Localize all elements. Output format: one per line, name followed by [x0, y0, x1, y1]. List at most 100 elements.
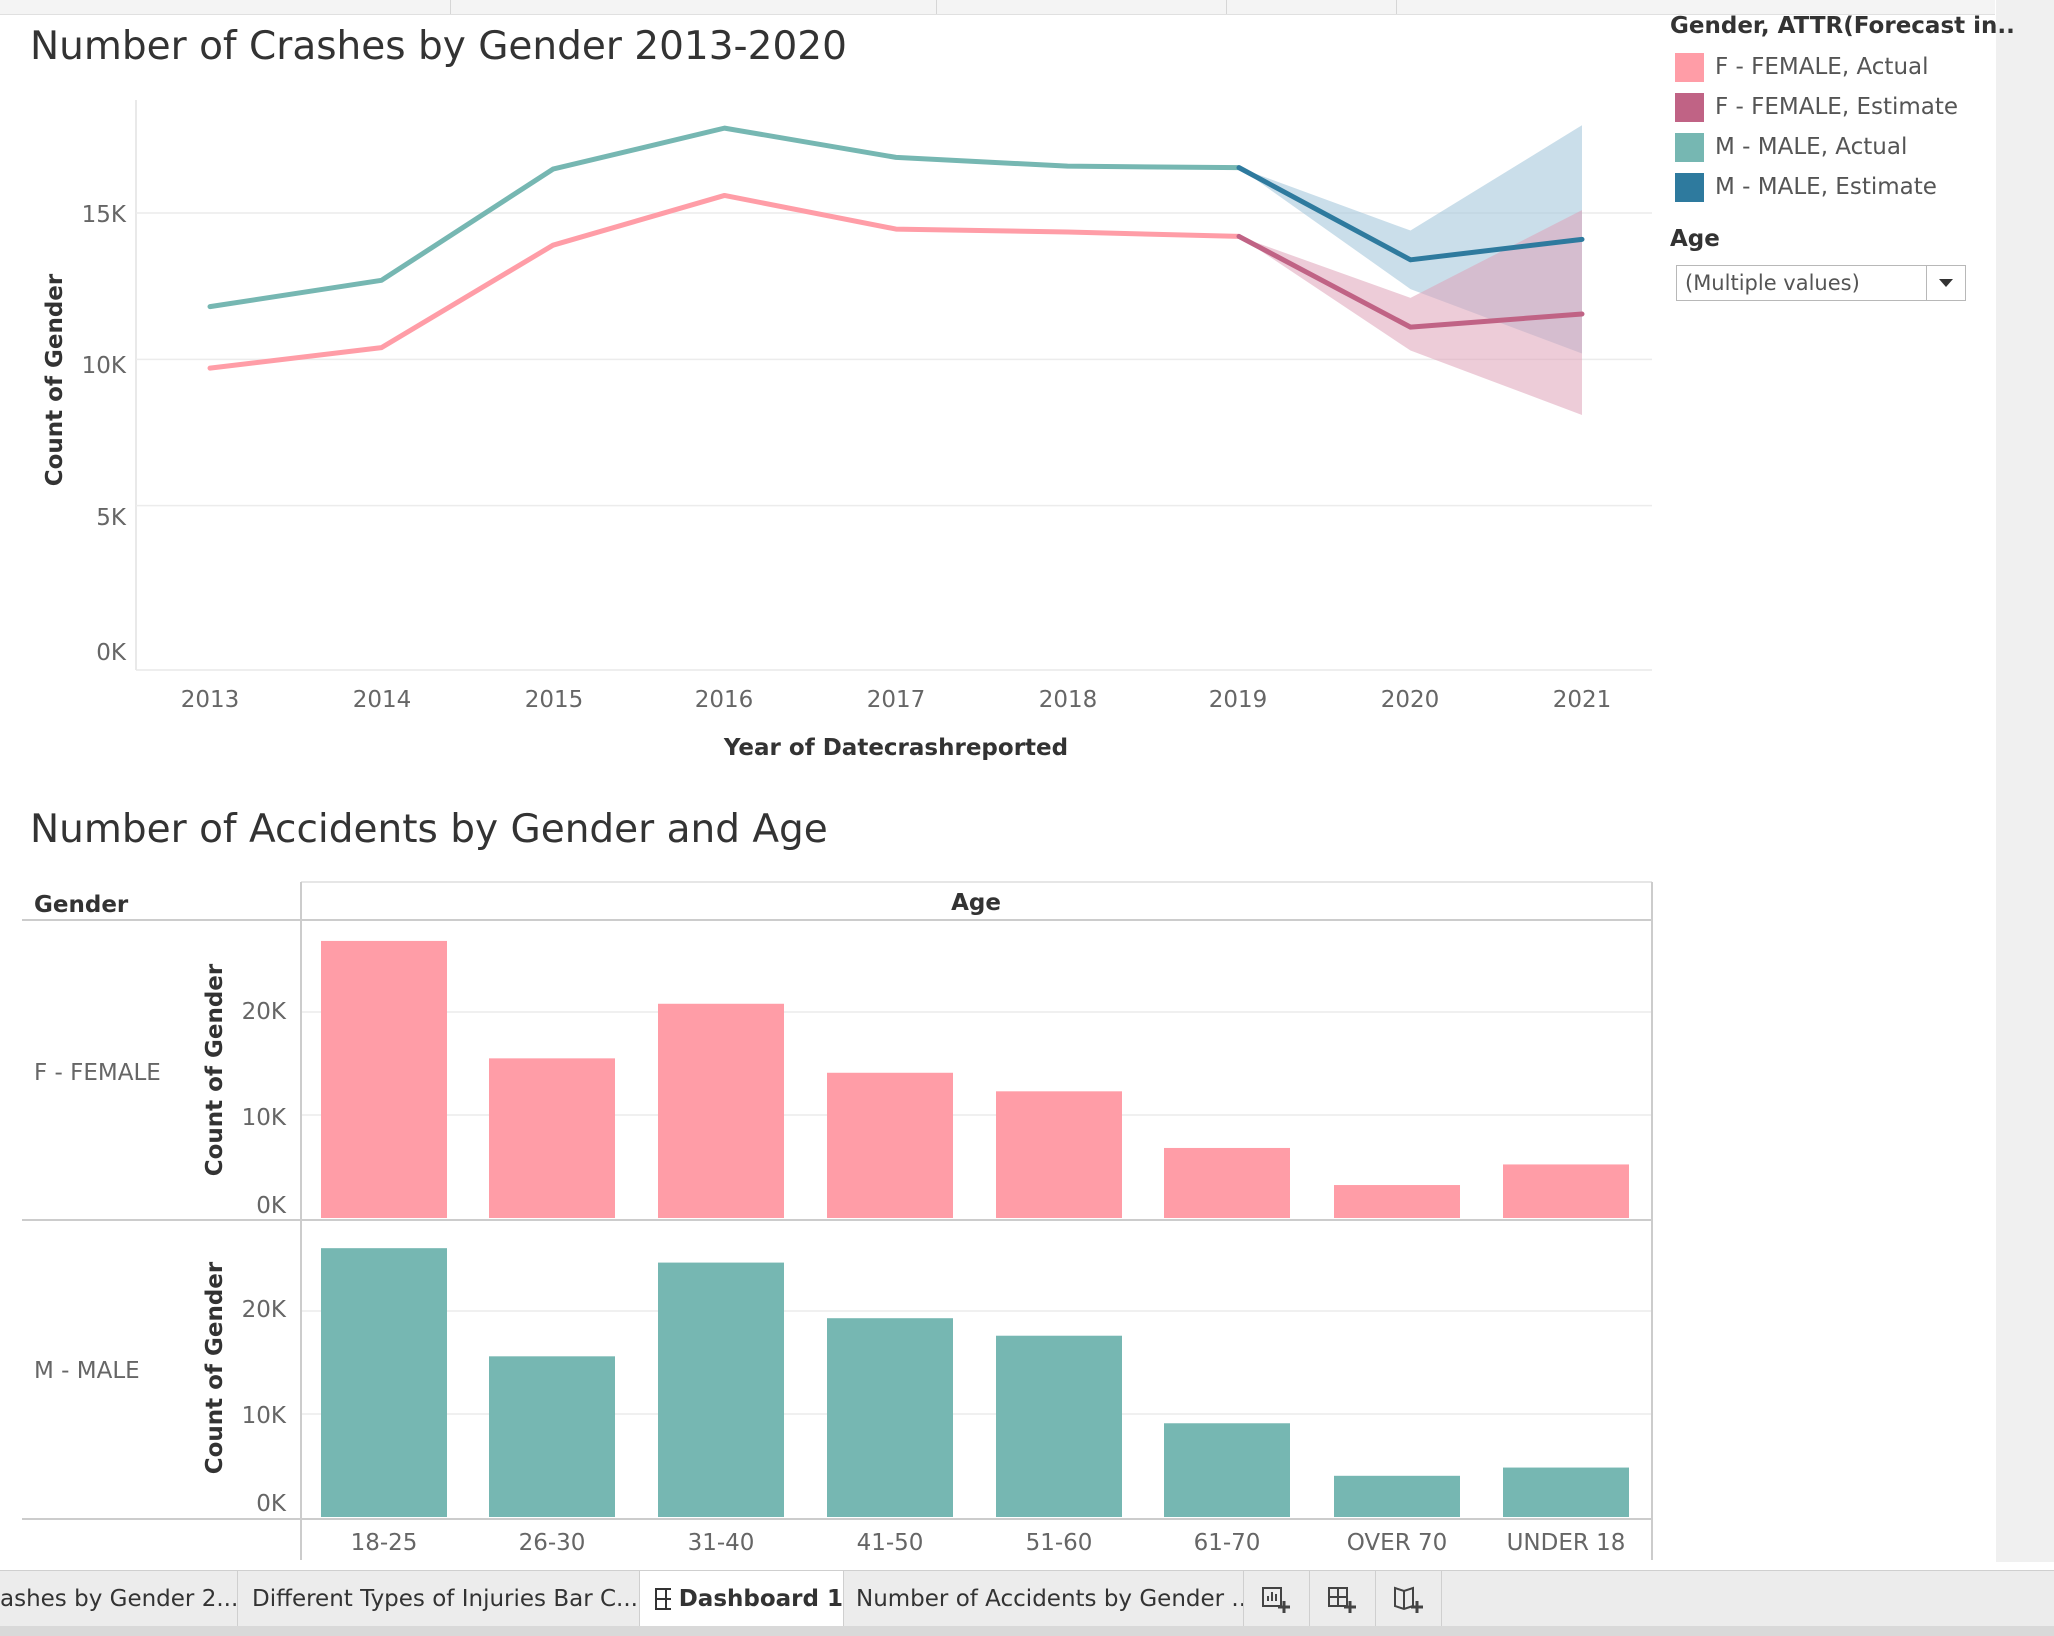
toolbar-divider	[1226, 0, 1227, 14]
dashboard-icon	[655, 1588, 671, 1610]
bar-chart[interactable]: Gender Age F - FEMALE M - MALE Count of …	[0, 860, 1680, 1560]
top-toolbar-strip	[0, 0, 1995, 15]
age-filter-dropdown[interactable]: (Multiple values)	[1676, 265, 1966, 301]
x-tick-label: 41-50	[857, 1530, 924, 1556]
line-chart[interactable]: 15K 10K 5K 0K 2013 2014 2015 2016 2017 2…	[0, 80, 1680, 850]
bar-chart-title: Number of Accidents by Gender and Age	[30, 807, 828, 852]
forecast-band	[1239, 210, 1582, 415]
bar	[321, 1248, 447, 1517]
sheet-tab-bar: ashes by Gender 2... Different Types of …	[0, 1570, 2054, 1627]
y-tick-label: 0K	[256, 1491, 287, 1517]
legend-label: F - FEMALE, Estimate	[1715, 94, 1959, 120]
bar	[658, 1003, 784, 1218]
x-tick-label: 51-60	[1026, 1530, 1093, 1556]
bar	[1334, 1475, 1460, 1517]
x-tick-label: 2018	[1039, 687, 1098, 713]
series-line	[207, 192, 1242, 371]
series-line	[1236, 233, 1585, 330]
tab-crashes-by-gender[interactable]: ashes by Gender 2...	[0, 1571, 238, 1627]
x-tick-label: 2020	[1381, 687, 1440, 713]
legend-title: Gender, ATTR(Forecast in..	[1670, 13, 2015, 39]
tab-dashboard-1[interactable]: Dashboard 1	[640, 1571, 844, 1627]
row-label-male: M - MALE	[34, 1358, 140, 1384]
tab-label: ashes by Gender 2...	[0, 1586, 238, 1612]
x-tick-label: 18-25	[351, 1530, 418, 1556]
bar	[1503, 1164, 1629, 1218]
bar	[996, 1335, 1122, 1517]
legend-item[interactable]: M - MALE, Estimate	[1675, 172, 1937, 202]
new-story-button[interactable]	[1376, 1571, 1442, 1627]
bar	[1164, 1423, 1290, 1517]
x-tick-label: 2017	[867, 687, 926, 713]
x-tick-label: 26-30	[519, 1530, 586, 1556]
new-dashboard-icon	[1328, 1587, 1356, 1613]
new-story-icon	[1394, 1586, 1423, 1613]
y-tick-label: 20K	[242, 1297, 287, 1323]
col-header-age: Age	[951, 890, 1001, 916]
legend-label: F - FEMALE, Actual	[1715, 54, 1929, 80]
x-tick-label: 2015	[525, 687, 584, 713]
new-worksheet-button[interactable]	[1244, 1571, 1310, 1627]
x-tick-label: 31-40	[688, 1530, 755, 1556]
legend-item[interactable]: M - MALE, Actual	[1675, 132, 1907, 162]
new-dashboard-button[interactable]	[1310, 1571, 1376, 1627]
new-worksheet-icon	[1262, 1587, 1290, 1613]
y-tick-label: 5K	[96, 505, 127, 531]
bar	[489, 1058, 615, 1218]
toolbar-divider	[936, 0, 937, 14]
status-bar	[0, 1626, 2054, 1636]
bar	[1164, 1147, 1290, 1218]
y-tick-label: 10K	[82, 353, 127, 379]
bar	[1503, 1467, 1629, 1517]
bar	[489, 1356, 615, 1517]
age-filter-title: Age	[1670, 226, 1720, 252]
x-tick-label: 2021	[1553, 687, 1612, 713]
bar	[827, 1318, 953, 1517]
y-tick-label: 10K	[242, 1403, 287, 1429]
legend-swatch	[1675, 172, 1704, 202]
row-header-gender: Gender	[34, 892, 129, 918]
x-tick-label: 2019	[1209, 687, 1268, 713]
tab-label: Different Types of Injuries Bar C...	[252, 1586, 638, 1612]
bar	[321, 940, 447, 1218]
line-chart-title: Number of Crashes by Gender 2013-2020	[30, 24, 847, 69]
x-tick-label: 61-70	[1194, 1530, 1261, 1556]
x-tick-label: 2016	[695, 687, 754, 713]
legend-label: M - MALE, Estimate	[1715, 174, 1937, 200]
bar-y-axis-label: Count of Gender	[202, 1261, 228, 1474]
y-tick-label: 20K	[242, 999, 287, 1025]
x-tick-label: 2014	[353, 687, 412, 713]
y-tick-label: 0K	[96, 640, 127, 666]
legend-swatch	[1675, 92, 1704, 122]
legend-label: M - MALE, Actual	[1715, 134, 1908, 160]
x-tick-label: UNDER 18	[1507, 1530, 1626, 1556]
tab-number-of-accidents-by-gender[interactable]: Number of Accidents by Gender ...	[844, 1571, 1244, 1627]
row-label-female: F - FEMALE	[34, 1060, 161, 1086]
tab-label: Dashboard 1	[678, 1586, 843, 1612]
y-tick-label: 10K	[242, 1105, 287, 1131]
legend-swatch	[1675, 132, 1704, 162]
toolbar-divider	[450, 0, 451, 14]
bar-y-axis-label: Count of Gender	[202, 963, 228, 1176]
line-x-axis-label: Year of Datecrashreported	[723, 735, 1068, 761]
x-tick-label: 2013	[181, 687, 240, 713]
series-line	[1236, 165, 1585, 263]
y-tick-label: 0K	[256, 1193, 287, 1219]
line-y-axis-label: Count of Gender	[42, 273, 68, 486]
legend-swatch	[1675, 52, 1704, 82]
dropdown-arrow-icon[interactable]	[1926, 266, 1965, 300]
right-side-pane	[1996, 0, 2054, 1562]
bar	[1334, 1185, 1460, 1218]
legend-item[interactable]: F - FEMALE, Estimate	[1675, 92, 1958, 122]
tab-different-types-of-injuries[interactable]: Different Types of Injuries Bar C...	[238, 1571, 640, 1627]
y-tick-label: 15K	[82, 202, 127, 228]
bar	[827, 1072, 953, 1218]
bar	[996, 1091, 1122, 1218]
tab-label: Number of Accidents by Gender ...	[856, 1586, 1244, 1612]
age-filter-value: (Multiple values)	[1685, 271, 1860, 295]
bar	[658, 1262, 784, 1517]
series-line	[207, 125, 1242, 310]
legend-item[interactable]: F - FEMALE, Actual	[1675, 52, 1929, 82]
toolbar-divider	[1396, 0, 1397, 14]
